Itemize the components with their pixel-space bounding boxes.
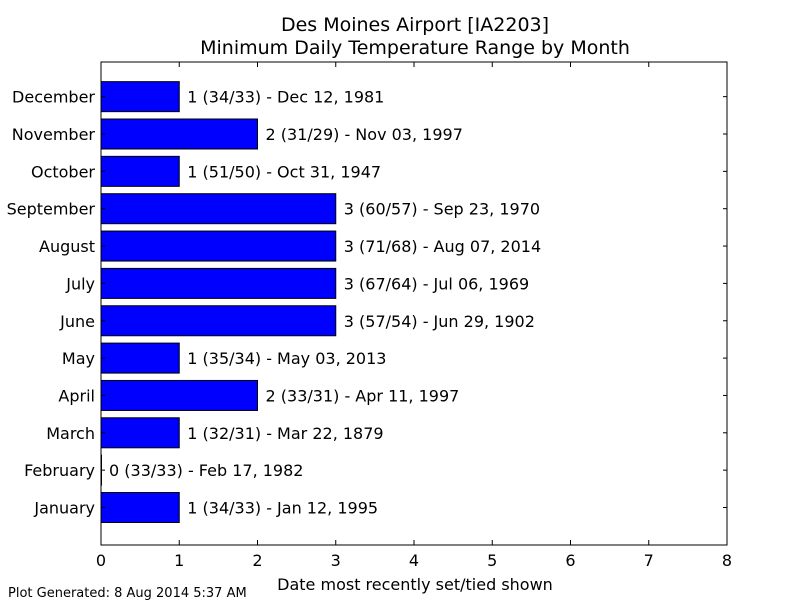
plot-generated-footnote: Plot Generated: 8 Aug 2014 5:37 AM — [8, 586, 247, 601]
bar-april — [100, 379, 258, 411]
bar-label-november: 2 (31/29) - Nov 03, 1997 — [266, 125, 463, 144]
x-tick-label-0: 0 — [96, 551, 106, 570]
bar-label-march: 1 (32/31) - Mar 22, 1879 — [187, 424, 383, 443]
bar-label-august: 3 (71/68) - Aug 07, 2014 — [344, 237, 541, 256]
bar-january — [100, 492, 180, 523]
y-tick-label-february: February — [24, 461, 95, 480]
bar-label-may: 1 (35/34) - May 03, 2013 — [187, 349, 386, 368]
bar-label-june: 3 (57/54) - Jun 29, 1902 — [344, 312, 535, 331]
y-tick-label-july: July — [65, 274, 95, 293]
bar-july — [100, 267, 337, 299]
bar-september — [100, 193, 337, 225]
bar-june — [100, 305, 337, 337]
bar-november — [100, 118, 258, 150]
chart-title: Des Moines Airport [IA2203] — [281, 14, 549, 36]
bar-label-july: 3 (67/64) - Jul 06, 1969 — [344, 274, 529, 293]
bar-label-april: 2 (33/31) - Apr 11, 1997 — [266, 386, 460, 405]
bar-label-september: 3 (60/57) - Sep 23, 1970 — [344, 200, 540, 219]
bar-label-january: 1 (34/33) - Jan 12, 1995 — [187, 499, 378, 518]
bar-december — [100, 81, 180, 113]
y-tick-label-november: November — [12, 125, 96, 144]
y-tick-label-june: June — [59, 312, 95, 331]
bar-august — [100, 230, 337, 262]
x-axis-label: Date most recently set/tied shown — [277, 575, 553, 594]
chart-subtitle: Minimum Daily Temperature Range by Month — [200, 37, 630, 59]
y-tick-label-april: April — [58, 386, 95, 405]
bar-label-december: 1 (34/33) - Dec 12, 1981 — [187, 88, 384, 107]
x-tick-label-2: 2 — [252, 551, 262, 570]
bar-march — [100, 417, 180, 449]
x-tick-label-3: 3 — [331, 551, 341, 570]
y-tick-label-january: January — [33, 499, 95, 518]
plot-frame — [100, 61, 728, 546]
bar-label-october: 1 (51/50) - Oct 31, 1947 — [187, 162, 381, 181]
bar-label-february: 0 (33/33) - Feb 17, 1982 — [109, 461, 303, 480]
y-tick-label-september: September — [7, 200, 96, 219]
y-tick-label-may: May — [62, 349, 95, 368]
x-tick-label-8: 8 — [722, 551, 732, 570]
bar-october — [100, 155, 180, 187]
x-tick-label-4: 4 — [409, 551, 419, 570]
bar-may — [100, 342, 180, 374]
y-tick-label-december: December — [12, 88, 95, 107]
y-tick-label-october: October — [31, 162, 95, 181]
x-tick-label-1: 1 — [174, 551, 184, 570]
y-tick-label-august: August — [39, 237, 95, 256]
x-tick-label-6: 6 — [565, 551, 575, 570]
y-tick-label-march: March — [46, 424, 95, 443]
x-tick-label-5: 5 — [487, 551, 497, 570]
x-tick-label-7: 7 — [644, 551, 654, 570]
